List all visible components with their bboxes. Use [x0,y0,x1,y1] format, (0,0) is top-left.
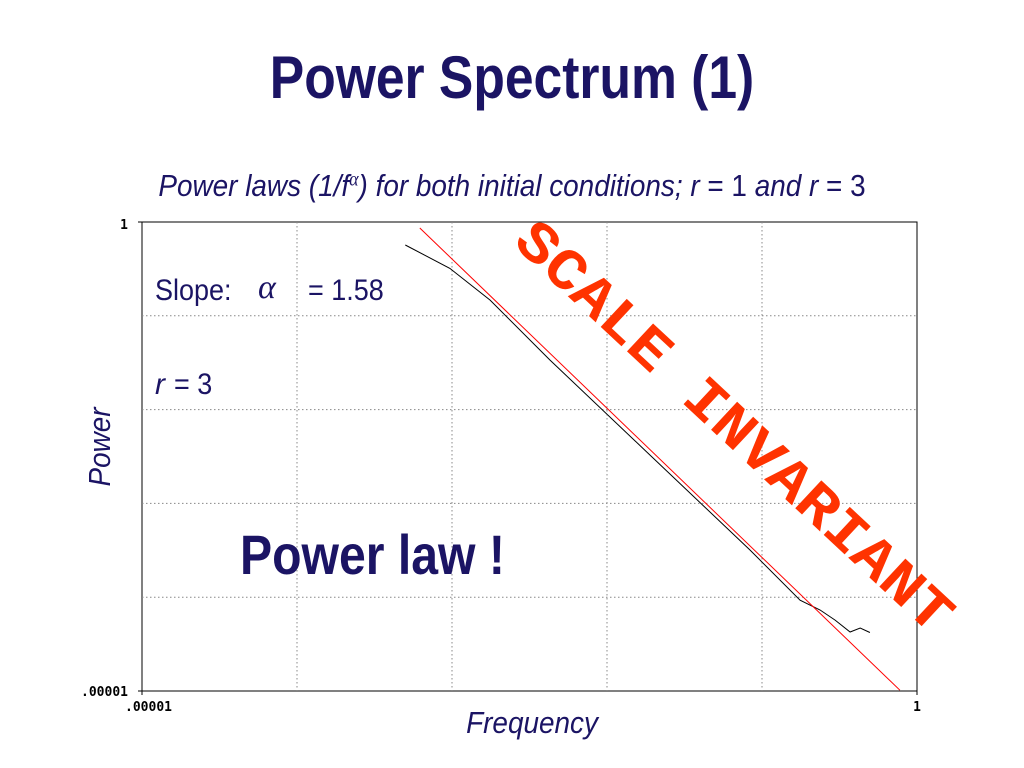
x-tick-label: .00001 [125,700,172,715]
slope-symbol: α [258,269,277,306]
slope-label: Slope: [155,274,231,308]
y-tick-label: .00001 [81,685,128,700]
y-tick-label: 1 [120,218,128,233]
series-line [419,227,901,691]
r-symbol: r [155,368,166,401]
power-law-label: Power law ! [240,525,505,587]
subtitle-part: ) for both initial conditions; [356,169,691,204]
slope-value: = 1.58 [308,274,384,308]
subtitle-part: Power laws (1/f [158,169,351,204]
plot-frame [141,221,918,692]
slide-title: Power Spectrum (1) [270,43,754,111]
subtitle-part: r [690,169,700,204]
x-tick-label: 1 [913,700,921,715]
series-line [405,244,871,633]
r-value: = 3 [174,368,212,402]
subtitle: Power laws (1/fα) for both initial condi… [158,168,865,203]
subtitle-part: and [755,169,809,204]
y-axis-label: Power [83,406,118,486]
subtitle-part: = 1 [700,169,755,204]
x-axis-label: Frequency [466,706,600,741]
subtitle-part: = 3 [818,169,865,204]
subtitle-part: α [349,168,359,190]
subtitle-part: r [809,169,819,204]
